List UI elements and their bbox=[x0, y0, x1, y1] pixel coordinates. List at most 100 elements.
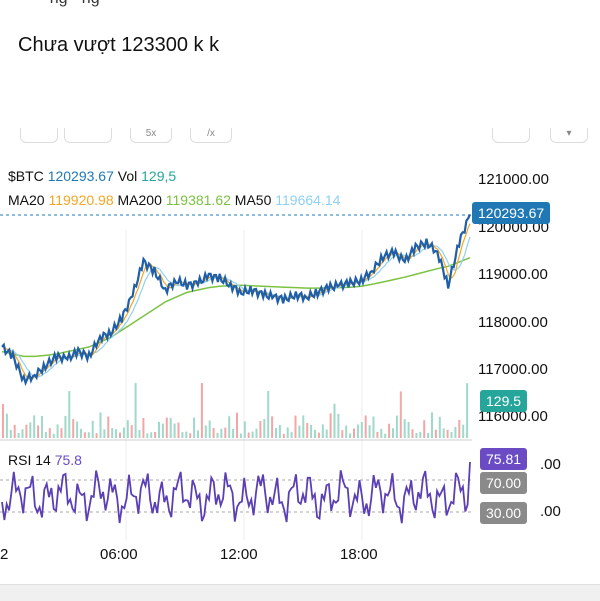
volume-bar bbox=[247, 432, 250, 438]
volume-bar bbox=[392, 428, 394, 438]
volume-bar bbox=[267, 390, 270, 438]
volume-bar bbox=[91, 420, 94, 438]
volume-bar bbox=[161, 423, 164, 438]
volume-bar bbox=[236, 412, 238, 438]
volume-bar bbox=[345, 425, 348, 438]
rsi-line bbox=[1, 461, 471, 524]
volume-bar bbox=[294, 415, 297, 438]
volume-bar bbox=[2, 404, 4, 438]
volume-bar bbox=[56, 424, 59, 438]
basket-icon[interactable] bbox=[492, 128, 530, 143]
volume-bar bbox=[72, 419, 75, 438]
volume-bar bbox=[255, 428, 258, 438]
volume-bar bbox=[177, 422, 180, 438]
volume-bar bbox=[431, 412, 433, 438]
volume-bar bbox=[68, 391, 71, 438]
volume-bar bbox=[349, 433, 352, 438]
volume-bar bbox=[427, 433, 430, 438]
toolbar-button-3[interactable]: 5x bbox=[130, 128, 172, 143]
bottom-bar bbox=[0, 584, 600, 601]
volume-bar bbox=[60, 428, 63, 438]
price-tick: 116000.00 bbox=[478, 408, 548, 425]
chevron-down-icon[interactable]: ▾ bbox=[550, 128, 588, 143]
volume-bar bbox=[337, 413, 340, 438]
volume-bar bbox=[372, 416, 375, 438]
volume-bar bbox=[146, 433, 149, 438]
volume-bar bbox=[466, 383, 469, 438]
volume-bar bbox=[243, 421, 246, 438]
volume-bar bbox=[399, 391, 402, 438]
volume-bar bbox=[403, 419, 406, 438]
volume-bar bbox=[52, 433, 55, 438]
volume-bar bbox=[419, 431, 422, 438]
volume-bar bbox=[364, 415, 367, 438]
volume-bar bbox=[119, 432, 121, 438]
volume-bar bbox=[395, 415, 398, 438]
rsi-value: 75.8 bbox=[54, 452, 82, 468]
volume-bar bbox=[220, 428, 223, 438]
volume-bar bbox=[13, 424, 16, 438]
volume-bar bbox=[197, 430, 199, 438]
volume-bar bbox=[298, 425, 301, 438]
ma20-label: MA20 bbox=[8, 192, 45, 208]
volume-bar bbox=[360, 422, 363, 438]
volume-bar bbox=[462, 424, 465, 438]
post-caption: Chưa vượt 123300 k k bbox=[18, 34, 220, 56]
volume-bar bbox=[115, 429, 118, 438]
legend-row-2: MA20 119920.98 MA200 119381.62 MA50 1196… bbox=[8, 192, 340, 208]
toolbar-button-2[interactable] bbox=[64, 128, 112, 143]
volume-bar bbox=[193, 417, 196, 438]
volume-bar bbox=[165, 417, 168, 438]
volume-bar bbox=[434, 429, 437, 438]
volume-bar bbox=[341, 430, 344, 438]
volume-bar bbox=[87, 432, 90, 438]
vol-value: 129,5 bbox=[141, 168, 177, 184]
volume-bar bbox=[154, 432, 157, 438]
time-tick: 06:00 bbox=[100, 546, 138, 563]
chart-toolbar: 5x /x ▾ bbox=[0, 128, 600, 148]
volume-bar bbox=[130, 425, 133, 438]
price-tick: 121000.00 bbox=[478, 171, 549, 188]
volume-bar bbox=[458, 419, 461, 438]
volume-bar bbox=[103, 429, 106, 438]
volume-bar bbox=[21, 429, 24, 438]
volume-bar bbox=[384, 433, 387, 438]
price-tick: 119000.00 bbox=[478, 266, 548, 283]
volume-bar bbox=[208, 420, 211, 438]
price-tick: 117000.00 bbox=[478, 361, 548, 378]
ma20-value: 119920.98 bbox=[48, 192, 114, 208]
volume-bar bbox=[122, 427, 125, 438]
volume-bar bbox=[263, 419, 266, 438]
volume-bar bbox=[407, 422, 410, 438]
rsi-upper-tag: 70.00 bbox=[480, 472, 528, 494]
toolbar-button-1[interactable] bbox=[20, 128, 58, 143]
price-tick: 118000.00 bbox=[478, 314, 548, 331]
volume-bar bbox=[95, 433, 98, 438]
volume-bar bbox=[282, 433, 285, 438]
volume-bar bbox=[111, 428, 114, 438]
volume-bar bbox=[107, 416, 110, 438]
volume-bar bbox=[278, 425, 281, 438]
volume-bar bbox=[200, 383, 203, 438]
ma50-value: 119664.14 bbox=[275, 192, 341, 208]
volume-bar bbox=[450, 432, 453, 438]
volume-bar bbox=[33, 415, 36, 438]
toolbar-button-4[interactable]: /x bbox=[190, 128, 232, 143]
volume-bar bbox=[126, 420, 129, 438]
rsi-label: RSI 14 bbox=[8, 452, 51, 468]
time-tick: 2 bbox=[0, 546, 9, 563]
volume-bar bbox=[150, 432, 153, 438]
volume-bar bbox=[232, 429, 235, 438]
volume-bar bbox=[310, 425, 313, 438]
rsi-value-tag: 75.81 bbox=[480, 448, 528, 470]
price-value: 120293.67 bbox=[47, 168, 114, 184]
volume-bar bbox=[353, 428, 355, 438]
volume-bar bbox=[99, 412, 102, 438]
volume-bar bbox=[290, 432, 293, 438]
volume-bar bbox=[317, 432, 320, 438]
volume-bar bbox=[76, 421, 79, 438]
volume-bar bbox=[275, 428, 277, 438]
price-line bbox=[1, 214, 471, 387]
volume-bar bbox=[415, 433, 418, 438]
